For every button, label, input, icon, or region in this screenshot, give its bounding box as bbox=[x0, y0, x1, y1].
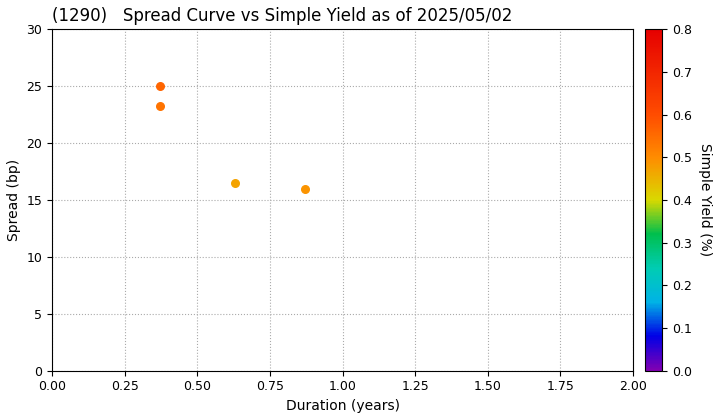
Point bbox=[229, 180, 240, 186]
Y-axis label: Spread (bp): Spread (bp) bbox=[7, 159, 21, 241]
Point bbox=[154, 102, 166, 109]
X-axis label: Duration (years): Duration (years) bbox=[286, 399, 400, 413]
Point bbox=[154, 83, 166, 89]
Text: (1290)   Spread Curve vs Simple Yield as of 2025/05/02: (1290) Spread Curve vs Simple Yield as o… bbox=[52, 7, 513, 25]
Y-axis label: Simple Yield (%): Simple Yield (%) bbox=[698, 144, 711, 257]
Point bbox=[299, 185, 310, 192]
